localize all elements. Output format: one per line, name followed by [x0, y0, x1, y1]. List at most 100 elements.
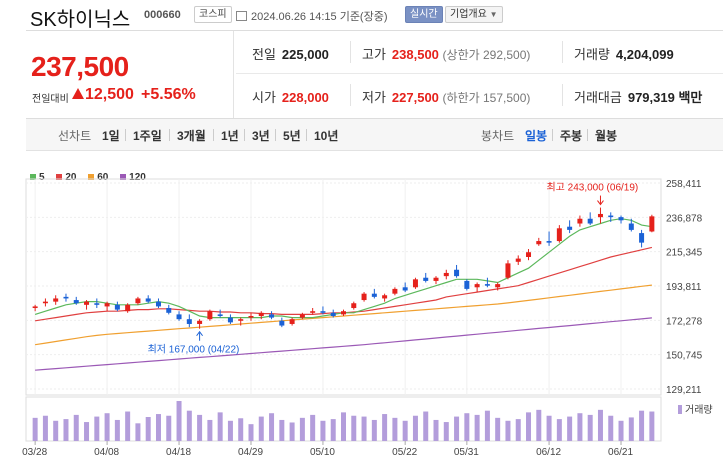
tab-3m[interactable]: 3개월 [177, 129, 206, 143]
line-chart-label: 선차트 [58, 129, 92, 143]
chevron-down-icon: ▼ [489, 10, 498, 19]
volume-bar [227, 420, 233, 441]
candle-body [104, 303, 110, 307]
candle-body [258, 312, 264, 316]
legend-ma20-label: 20 [65, 172, 77, 183]
volume-bar [412, 415, 418, 441]
candle-body [299, 314, 305, 318]
volume-bar [639, 410, 645, 441]
y-tick-label: 172,278 [666, 316, 703, 327]
volume-bar [104, 413, 110, 441]
candle-body [207, 311, 213, 320]
amount-value: 979,319 백만 [627, 90, 703, 105]
candle-body [433, 277, 439, 281]
stock-name: SK하이닉스 [30, 9, 131, 31]
realtime-button[interactable]: 실시간 [405, 6, 443, 23]
x-tick-label: 04/29 [238, 447, 263, 458]
candle-body [94, 303, 100, 305]
candle-body [597, 213, 603, 218]
prev-close-label: 전일 [252, 47, 276, 62]
volume-bar [320, 420, 326, 441]
y-tick-label: 150,745 [666, 351, 703, 362]
volume-bar [484, 410, 490, 441]
candle-body [73, 300, 79, 304]
volume: 거래량 4,204,099 [574, 44, 674, 63]
divider [552, 129, 553, 141]
chart-legend: 5 20 60 120 [30, 172, 155, 183]
candle-body [330, 312, 336, 316]
volume-bar [628, 417, 634, 441]
calendar-icon [236, 11, 247, 21]
amount: 거래대금 979,319 백만 [574, 87, 702, 106]
y-tick-label: 129,211 [666, 385, 702, 396]
candle-body [639, 233, 645, 243]
candle-body [567, 226, 573, 230]
volume-bar [73, 414, 79, 441]
tab-3y[interactable]: 3년 [252, 129, 270, 143]
legend-ma60-label: 60 [97, 172, 109, 183]
legend-swatch [120, 174, 127, 180]
company-overview-button[interactable]: 기업개요 ▼ [445, 6, 503, 23]
volume-bar [84, 422, 90, 441]
volume-value: 4,204,099 [615, 47, 674, 62]
candle-body [392, 288, 398, 294]
tab-1d[interactable]: 1일 [102, 129, 120, 143]
volume-bar [597, 409, 603, 441]
volume-bar [361, 416, 367, 441]
volume-bar [125, 411, 131, 441]
candle-body [515, 258, 521, 262]
volume-bar [454, 416, 460, 441]
candle-body [114, 304, 120, 310]
volume-bar [135, 423, 141, 441]
market-badge: 코스피 [194, 6, 232, 23]
x-tick-label: 05/22 [392, 447, 417, 458]
high-value: 238,500 [391, 47, 439, 62]
candle-body [464, 280, 470, 289]
tab-daily[interactable]: 일봉 [525, 129, 548, 143]
candle-body [63, 296, 69, 299]
volume-bar [176, 401, 182, 441]
divider [275, 129, 276, 141]
candle-chart-label: 봉차트 [481, 129, 515, 143]
candle-body [412, 279, 418, 288]
candle-body [289, 319, 295, 324]
candle-body [628, 223, 634, 230]
tab-weekly[interactable]: 주봉 [560, 129, 583, 143]
volume-bar [443, 422, 449, 441]
current-price: 237,500 [31, 51, 129, 82]
volume-bar [145, 417, 151, 441]
tab-10y[interactable]: 10년 [314, 129, 339, 143]
lower-limit: (하한가 157,500) [442, 91, 531, 105]
volume-bar [649, 411, 655, 441]
legend-swatch [88, 174, 95, 180]
tab-1y[interactable]: 1년 [221, 129, 239, 143]
y-tick-label: 236,878 [666, 213, 703, 224]
volume-bar [207, 419, 213, 441]
tab-1w[interactable]: 1주일 [133, 129, 162, 143]
volume-bar [371, 419, 377, 441]
volume-bar [238, 418, 244, 441]
stat-row: 전일 225,000 고가 238,500 (상한가 292,500) 거래량 4,2… [236, 31, 723, 74]
volume-bar [310, 414, 316, 441]
open: 시가 228,000 [252, 87, 329, 106]
tab-5y[interactable]: 5년 [283, 129, 301, 143]
x-tick-label: 03/28 [22, 447, 47, 458]
candle-body [176, 314, 182, 320]
x-tick-label: 04/18 [166, 447, 191, 458]
volume-bar [330, 419, 336, 441]
volume-bar [351, 415, 357, 441]
divider [562, 41, 563, 63]
candle-body [42, 301, 48, 304]
volume-bar [474, 414, 480, 441]
candle-body [341, 311, 346, 315]
high-annotation: 최고 243,000 (06/19) [546, 182, 638, 194]
divider [169, 129, 170, 141]
candle-body [227, 317, 233, 323]
tab-monthly[interactable]: 월봉 [595, 129, 618, 143]
candle-body [505, 263, 511, 278]
volume-bar [464, 413, 470, 441]
volume-bar [186, 410, 192, 441]
high-label: 고가 [362, 47, 386, 62]
legend-ma5: 5 [30, 172, 45, 183]
